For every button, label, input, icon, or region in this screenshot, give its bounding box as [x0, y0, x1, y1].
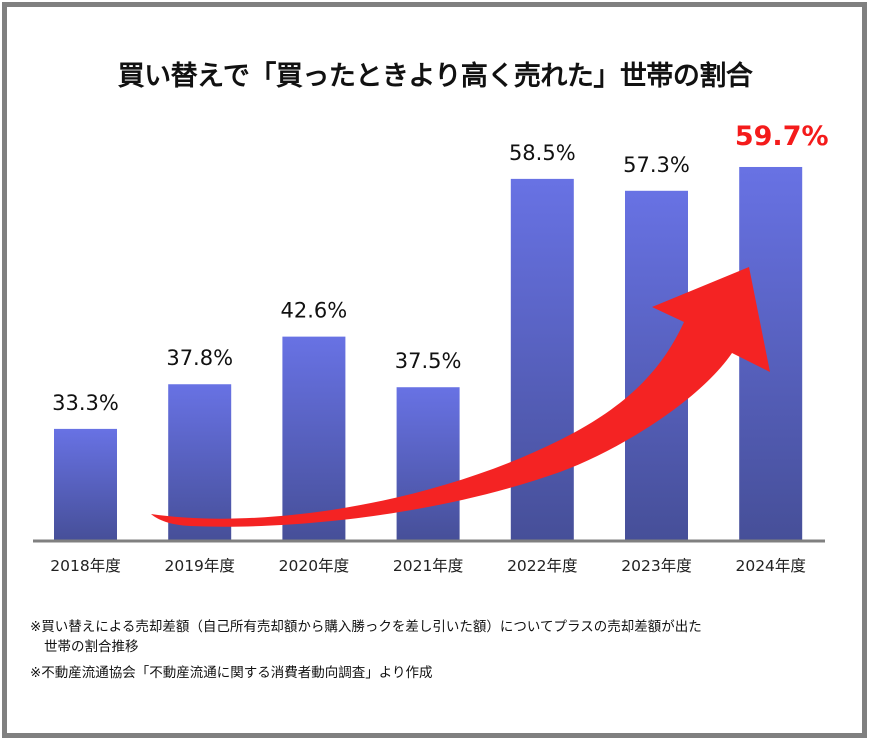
value-label: 58.5% — [509, 141, 576, 165]
footnotes: ※買い替えによる売却差額（自己所有売却額から購入勝っクを差し引いた額）についてプ… — [30, 617, 830, 689]
category-label: 2024年度 — [735, 557, 805, 575]
bar-2021年度 — [396, 387, 460, 541]
footnote-1: ※買い替えによる売却差額（自己所有売却額から購入勝っクを差し引いた額）についてプ… — [30, 617, 830, 657]
bar-2018年度 — [54, 428, 117, 541]
footnote-2: ※不動産流通協会「不動産流通に関する消費者動向調査」より作成 — [30, 663, 830, 683]
footnote-1-line1: ※買い替えによる売却差額（自己所有売却額から購入勝っクを差し引いた額）についてプ… — [30, 619, 702, 635]
value-label: 33.3% — [52, 391, 119, 415]
category-label: 2019年度 — [164, 557, 234, 575]
bar-2022年度 — [510, 178, 574, 541]
category-label: 2023年度 — [621, 557, 691, 575]
chart-title: 買い替えで「買ったときより高く売れた」世帯の割合 — [117, 61, 753, 92]
footnote-2-line1: ※不動産流通協会「不動産流通に関する消費者動向調査」より作成 — [30, 665, 433, 681]
value-label: 37.8% — [166, 346, 233, 370]
value-labels-group: 33.3% 37.8% 42.6% 37.5% 58.5% 57.3% 59.7% — [52, 121, 828, 415]
value-label: 57.3% — [623, 153, 690, 177]
trend-arrow-icon — [151, 267, 770, 527]
category-label: 2021年度 — [393, 557, 463, 575]
bar-2020年度 — [282, 336, 346, 541]
highlight-value-label: 59.7% — [735, 121, 829, 152]
value-label: 42.6% — [281, 299, 348, 323]
footnote-1-line2: 世帯の割合推移 — [44, 639, 139, 655]
category-labels-group: 2018年度 2019年度 2020年度 2021年度 2022年度 2023年度 2024… — [50, 557, 806, 575]
value-label: 37.5% — [395, 349, 462, 373]
category-label: 2018年度 — [50, 557, 120, 575]
bar-chart: 33.3% 37.8% 42.6% 37.5% 58.5% 57.3% 59.7% 2018… — [33, 121, 829, 575]
category-label: 2022年度 — [507, 557, 577, 575]
category-label: 2020年度 — [279, 557, 349, 575]
bar-2019年度 — [168, 384, 232, 541]
bars-group — [54, 166, 803, 541]
